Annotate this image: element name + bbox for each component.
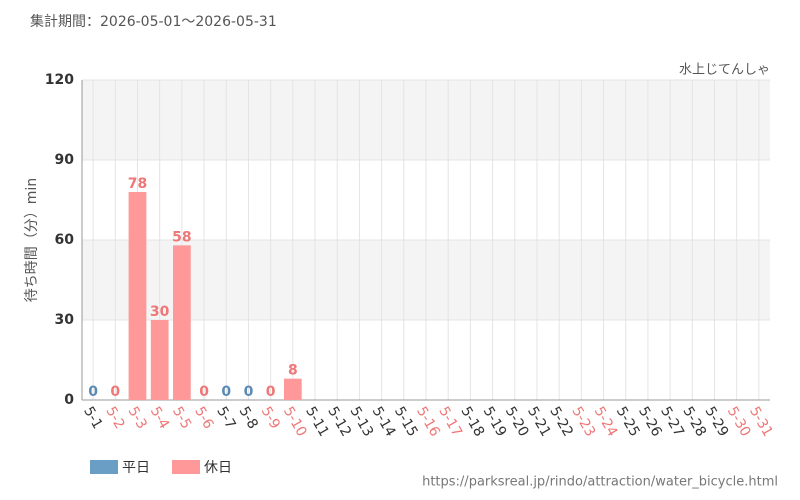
data-label: 0: [221, 384, 231, 400]
footer: https://parksreal.jp/rindo/attraction/wa…: [422, 475, 778, 490]
data-label: 30: [150, 304, 170, 320]
data-label: 58: [172, 229, 191, 245]
bar: [283, 378, 302, 400]
y-tick-label: 90: [55, 152, 75, 168]
y-tick-label: 60: [55, 232, 75, 248]
y-tick-label: 0: [64, 392, 74, 408]
bar: [128, 192, 147, 400]
data-label: 0: [266, 384, 276, 400]
legend-label: 休日: [204, 460, 232, 476]
chart-subtitle: 水上じてんしゃ: [679, 63, 770, 78]
x-tick-label: 5-1: [80, 404, 105, 432]
bar: [150, 320, 169, 400]
x-tick-label: 5-2: [102, 404, 127, 432]
y-tick-label: 120: [45, 72, 74, 88]
legend-swatch: [172, 460, 200, 474]
data-label: 78: [128, 176, 147, 192]
data-label: 0: [110, 384, 120, 400]
x-tick-label: 5-9: [258, 404, 283, 432]
legend-label: 平日: [122, 460, 150, 476]
data-label: 0: [88, 384, 98, 400]
header: 集計期間：2026-05-01～2026-05-31: [30, 13, 277, 30]
x-tick-label: 5-8: [236, 404, 261, 432]
x-tick-label: 5-3: [125, 404, 150, 432]
bar: [172, 245, 191, 400]
legend-swatch: [90, 460, 118, 474]
data-label: 8: [288, 363, 298, 379]
x-tick-label: 5-31: [746, 404, 776, 440]
y-axis-label: 待ち時間（分）min: [24, 178, 40, 302]
data-label: 0: [244, 384, 254, 400]
y-tick-label: 30: [55, 312, 75, 328]
x-tick-label: 5-4: [147, 404, 172, 432]
data-label: 0: [199, 384, 209, 400]
x-tick-label: 5-7: [213, 404, 238, 432]
x-tick-label: 5-5: [169, 404, 194, 432]
x-tick-label: 5-6: [191, 404, 216, 432]
